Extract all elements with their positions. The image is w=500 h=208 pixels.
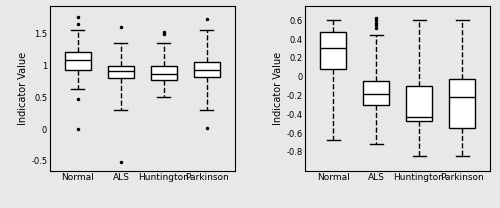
- PathPatch shape: [65, 52, 91, 69]
- PathPatch shape: [194, 62, 220, 77]
- PathPatch shape: [151, 66, 177, 80]
- PathPatch shape: [406, 86, 432, 121]
- PathPatch shape: [363, 81, 389, 105]
- PathPatch shape: [108, 66, 134, 78]
- PathPatch shape: [449, 79, 475, 128]
- Y-axis label: Indicator Value: Indicator Value: [18, 52, 28, 125]
- PathPatch shape: [320, 32, 346, 69]
- Y-axis label: Indicator Value: Indicator Value: [274, 52, 283, 125]
